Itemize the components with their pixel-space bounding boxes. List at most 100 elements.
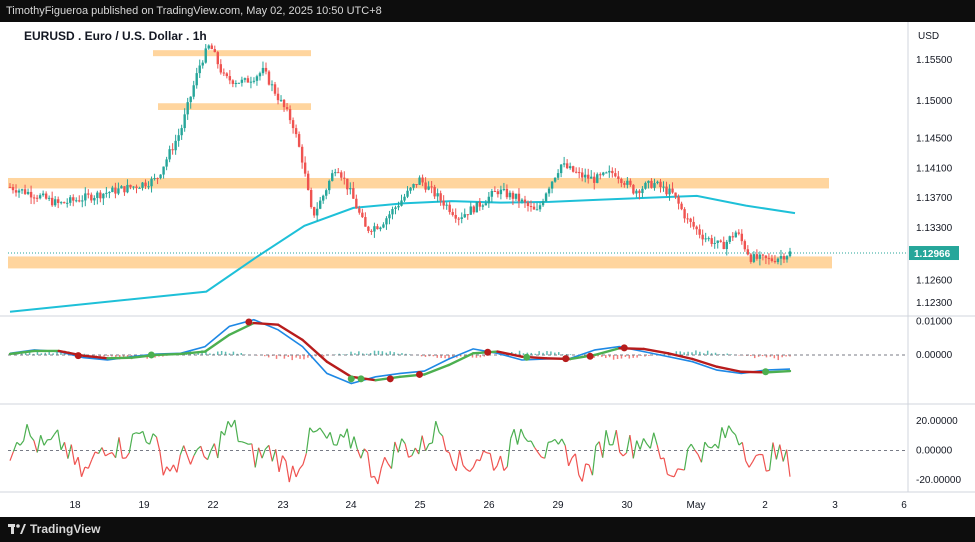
osc-segment — [292, 465, 297, 478]
candle-body — [788, 251, 792, 257]
osc-segment — [329, 432, 335, 445]
candle-body — [41, 193, 45, 196]
osc-segment — [551, 438, 556, 443]
osc-segment — [656, 444, 662, 460]
osc-segment — [520, 428, 525, 438]
candle-body — [460, 217, 463, 219]
candle-body — [267, 71, 271, 85]
candle-body — [400, 200, 403, 206]
candle-body — [297, 134, 301, 147]
candle-body — [626, 180, 629, 185]
chart-canvas[interactable]: 1.12966 1.15500 1.15000 1.14500 1.14100 1.137… — [0, 22, 975, 517]
macd-cross-dot — [347, 375, 355, 383]
candle-body — [683, 209, 686, 219]
candle-body — [276, 93, 280, 101]
candle-body — [451, 212, 454, 215]
candle-body — [415, 184, 418, 186]
candle-body — [364, 217, 367, 227]
osc-segment — [26, 424, 32, 437]
macd-cross-dot — [562, 355, 570, 363]
candle-body — [249, 81, 253, 83]
osc-segment — [346, 428, 352, 449]
osc-segment — [785, 449, 791, 477]
candle-body — [334, 172, 337, 174]
osc-segment — [67, 444, 72, 459]
osc-segment — [179, 445, 185, 456]
osc-segment — [77, 457, 83, 477]
osc-segment — [503, 466, 508, 471]
candle-body — [752, 254, 756, 262]
osc-segment — [738, 441, 743, 446]
osc-segment — [193, 449, 198, 456]
moving-average-line — [9, 194, 796, 313]
candle-body — [466, 214, 469, 216]
candle-body — [273, 84, 277, 94]
candle-body — [436, 193, 439, 197]
candle-body — [81, 200, 84, 202]
candle-body — [647, 180, 650, 183]
osc-segment — [663, 457, 668, 475]
candle-body — [75, 200, 78, 202]
osc-segment — [762, 454, 767, 472]
candle-body — [331, 173, 334, 181]
candle-body — [69, 197, 72, 203]
tradingview-logo[interactable]: TradingView — [8, 522, 100, 536]
osc-segment — [766, 469, 770, 472]
osc-segment — [431, 421, 437, 444]
osc-segment — [574, 453, 580, 476]
osc-segment — [224, 421, 229, 436]
chart-title: EURUSD . Euro / U.S. Dollar . 1h — [24, 29, 207, 43]
price-zone — [153, 50, 311, 57]
osc-segment — [63, 442, 69, 459]
candle-body — [243, 78, 247, 80]
candle-body — [225, 73, 229, 77]
osc-segment — [411, 447, 416, 456]
candle-body — [379, 227, 382, 230]
moving-average — [9, 194, 796, 313]
candle-body — [186, 102, 189, 115]
candle-body — [174, 140, 177, 151]
osc-segment — [435, 421, 440, 433]
osc-segment — [612, 430, 617, 445]
candle-body — [35, 197, 39, 199]
candle-body — [776, 258, 780, 263]
candle-body — [517, 193, 521, 202]
candle-body — [623, 183, 626, 185]
osc-segment — [667, 473, 672, 477]
osc-segment — [149, 433, 154, 445]
candle-body — [475, 201, 478, 213]
candle-body — [571, 166, 575, 172]
candle-body — [358, 208, 361, 213]
candle-body — [614, 173, 617, 177]
osc-segment — [571, 453, 576, 459]
candle-body — [252, 80, 256, 82]
candle-body — [424, 182, 427, 190]
footer: TradingView — [0, 517, 975, 542]
candle-body — [644, 182, 647, 189]
candle-body — [129, 184, 132, 188]
candle-body — [535, 209, 539, 211]
candle-body — [132, 186, 135, 188]
candle-body — [445, 204, 448, 206]
candle-body — [596, 174, 599, 183]
candle-body — [222, 72, 226, 74]
macd-signal-segment — [423, 363, 450, 376]
osc-segment — [16, 441, 21, 446]
candle-body — [638, 190, 641, 194]
candle-body — [210, 45, 213, 50]
candle-body — [490, 190, 494, 197]
osc-segment — [499, 455, 505, 471]
osc-segment — [486, 452, 491, 455]
candle-body — [282, 99, 286, 108]
osc-segment — [496, 455, 502, 467]
brand-label: TradingView — [30, 522, 101, 536]
osc-segment — [162, 466, 168, 476]
macd-signal-segment — [496, 350, 524, 358]
candle-body — [725, 241, 728, 250]
osc-segment — [530, 440, 536, 448]
candle-body — [746, 249, 750, 255]
axes: 1.12966 1.15500 1.15000 1.14500 1.14100 1.137… — [69, 55, 961, 511]
candle-body — [126, 184, 129, 193]
candle-body — [312, 207, 316, 216]
osc-segment — [210, 443, 215, 451]
